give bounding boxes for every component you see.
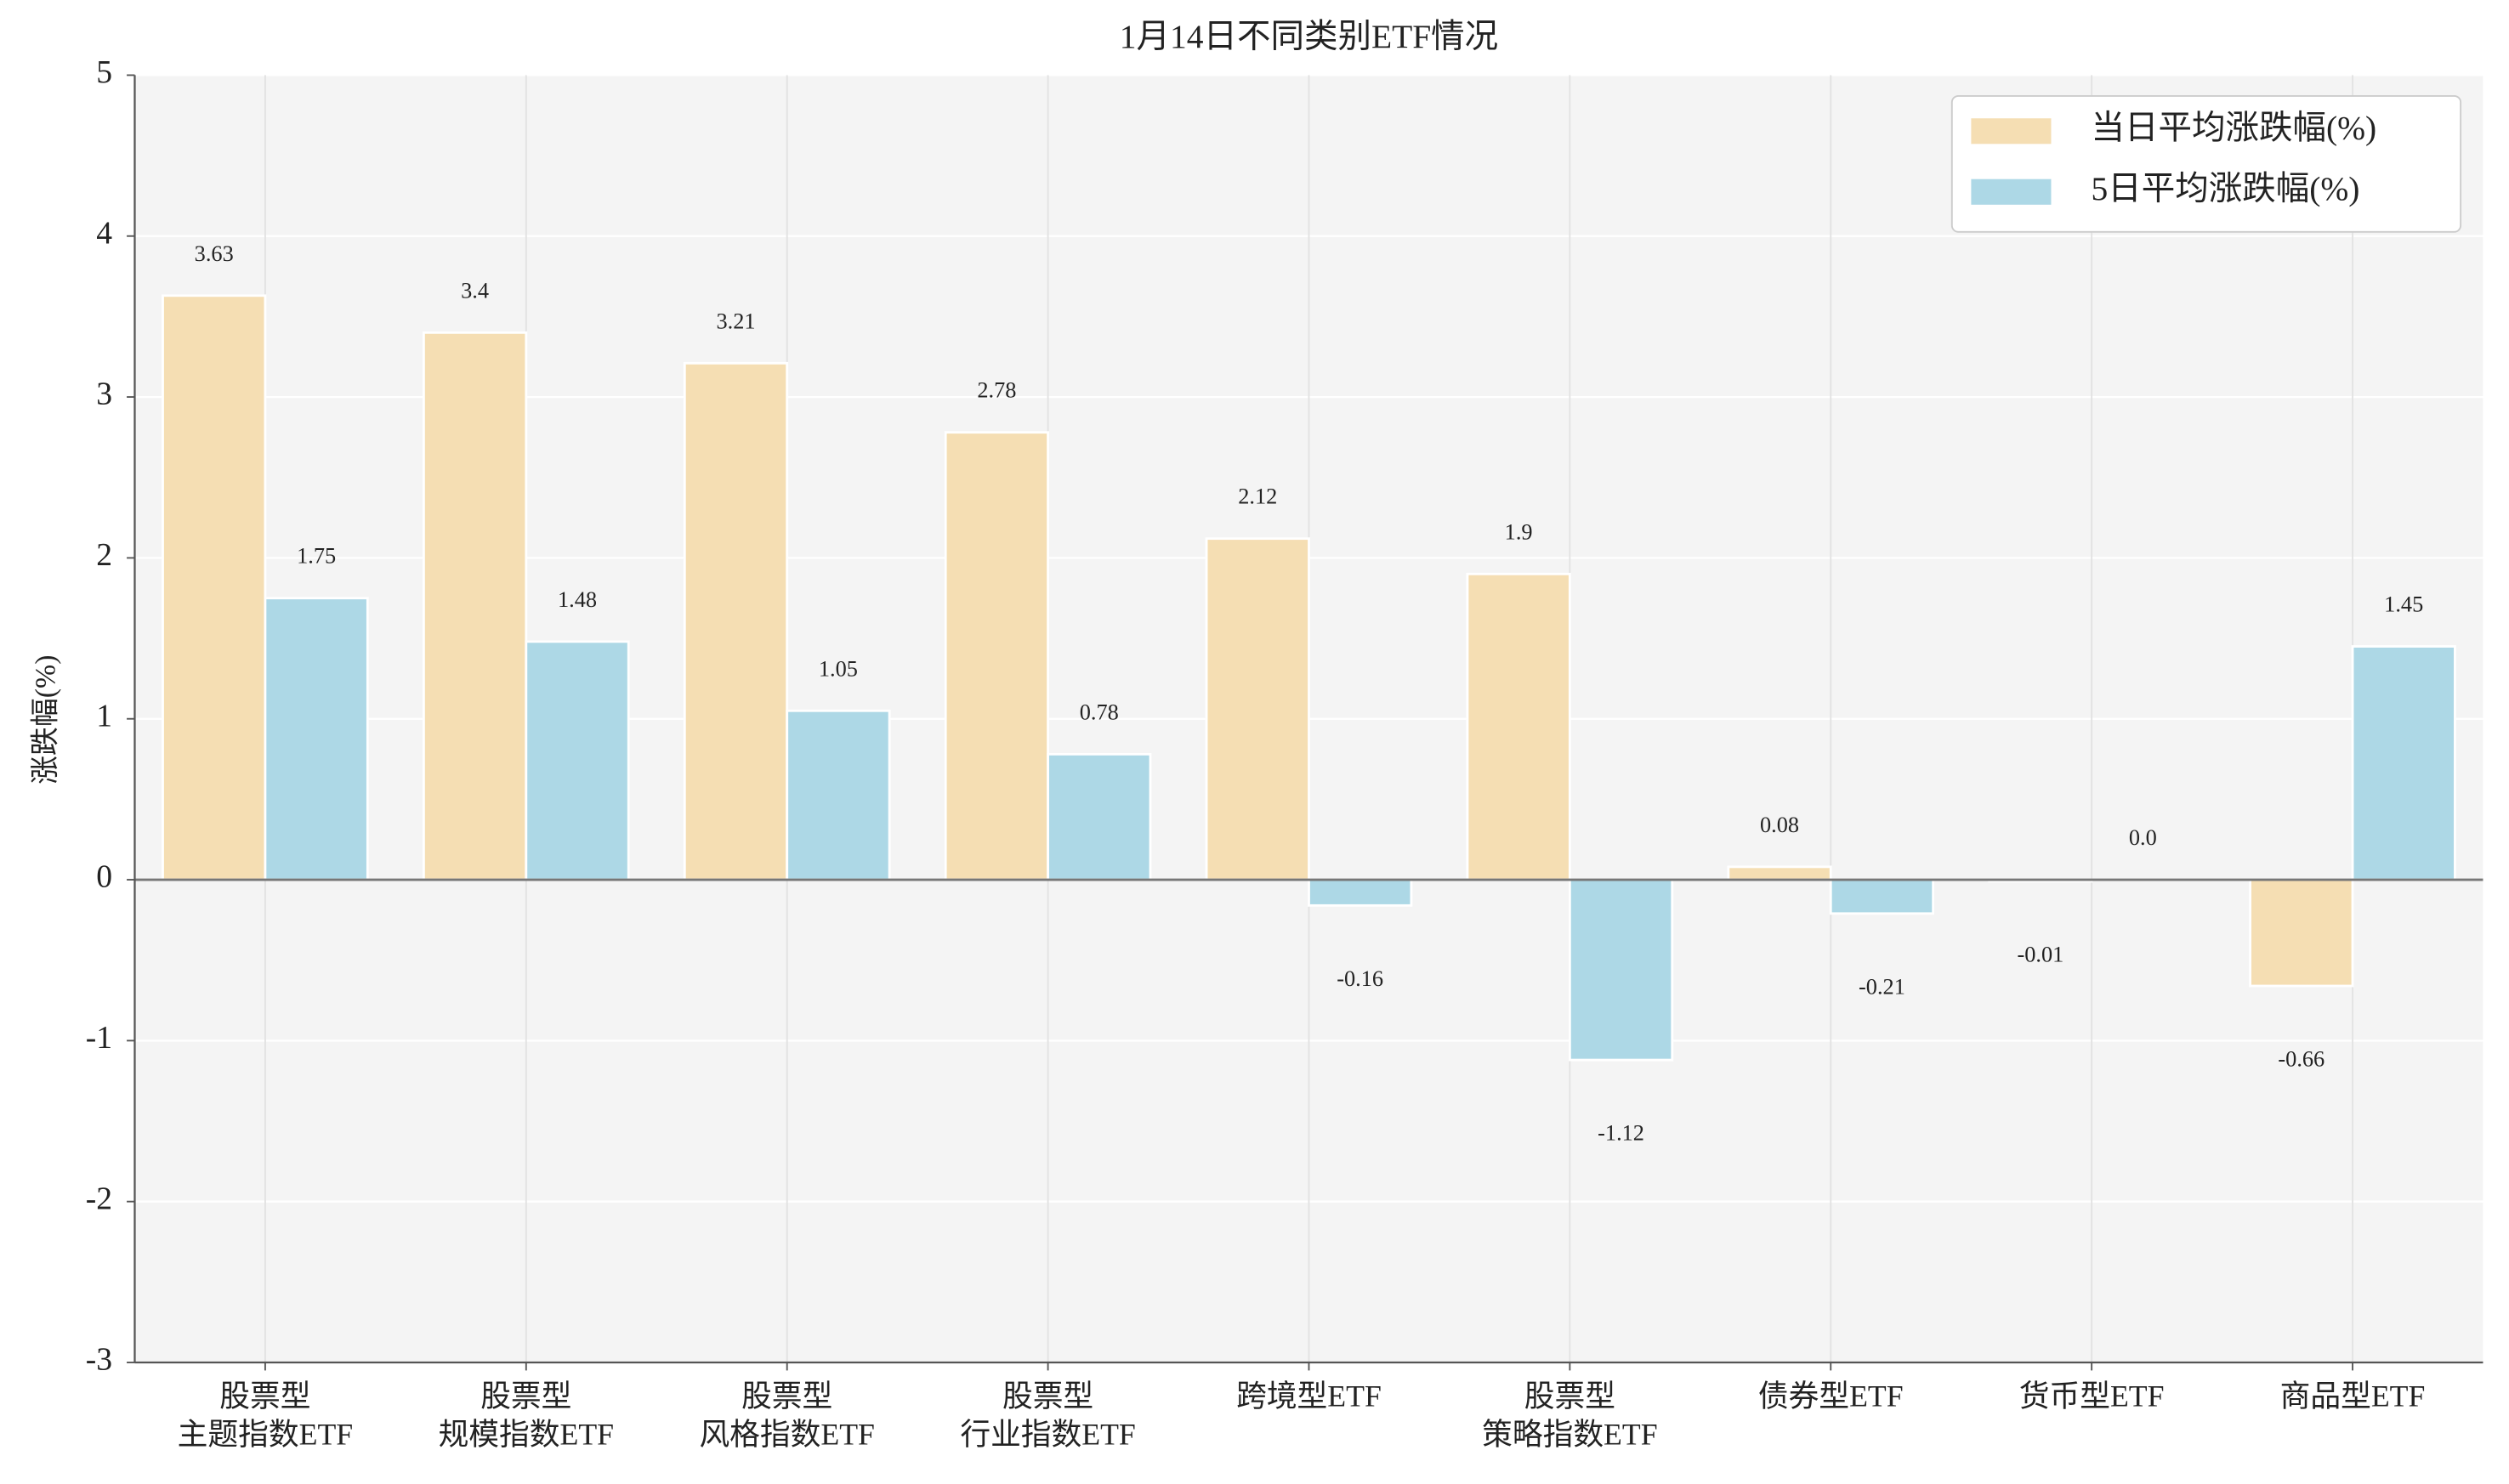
- y-tick-label: 0: [96, 859, 112, 895]
- data-label: 0.78: [1080, 700, 1119, 724]
- chart-title: 1月14日不同类别ETF情况: [1120, 18, 1498, 55]
- y-tick-label: -3: [86, 1342, 112, 1378]
- bar: [422, 331, 528, 881]
- data-label: 1.9: [1505, 519, 1533, 544]
- data-label: 1.75: [297, 544, 336, 569]
- bar: [525, 640, 630, 881]
- y-tick-label: 4: [96, 215, 112, 251]
- x-tick-label: 货币型ETF: [2019, 1379, 2165, 1413]
- data-label: 2.12: [1238, 484, 1277, 509]
- data-label: 3.4: [461, 278, 489, 303]
- legend: 当日平均涨跌幅(%) 5日平均涨跌幅(%): [1950, 94, 2462, 233]
- bar: [1047, 752, 1152, 881]
- data-label: 2.78: [977, 378, 1016, 403]
- data-label: -0.66: [2278, 1046, 2325, 1071]
- y-axis-label: 涨跌幅(%): [30, 654, 62, 784]
- bar: [786, 709, 891, 881]
- x-tick-label: 股票型风格指数ETF: [699, 1379, 874, 1451]
- data-label: -1.12: [1598, 1121, 1644, 1146]
- data-label: 1.48: [558, 587, 597, 612]
- legend-box: [1950, 94, 2462, 233]
- bar: [1308, 878, 1413, 907]
- x-tick-label: 债券型ETF: [1758, 1379, 1904, 1413]
- y-tick-label: 2: [96, 537, 112, 573]
- x-tick-label: 股票型行业指数ETF: [960, 1379, 1135, 1451]
- bar: [1727, 865, 1832, 881]
- bar: [683, 361, 789, 881]
- x-tick-label: 股票型策略指数ETF: [1482, 1379, 1657, 1451]
- y-tick-label: 3: [96, 377, 112, 412]
- data-label: -0.01: [2018, 942, 2064, 966]
- x-tick-label: 跨境型ETF: [1236, 1379, 1382, 1413]
- bar: [2249, 878, 2354, 988]
- bar: [2351, 645, 2456, 881]
- data-label: 0.0: [2129, 825, 2157, 850]
- bar: [1829, 878, 1935, 915]
- data-label: 1.45: [2384, 592, 2423, 617]
- y-tick-label: -1: [86, 1020, 112, 1056]
- data-label: -0.16: [1337, 966, 1383, 991]
- bar: [1205, 537, 1310, 881]
- y-tick-label: 1: [96, 698, 112, 734]
- data-label: -0.21: [1859, 974, 1905, 999]
- y-tick-label: 5: [96, 54, 112, 90]
- x-tick-label: 商品型ETF: [2280, 1379, 2426, 1413]
- legend-label: 5日平均涨跌幅(%): [2092, 170, 2360, 207]
- data-label: 0.08: [1760, 813, 1799, 837]
- legend-swatch: [1971, 118, 2052, 144]
- x-tick-label: 股票型主题指数ETF: [178, 1379, 353, 1451]
- x-tick-label: 股票型规模指数ETF: [439, 1379, 614, 1451]
- legend-label: 当日平均涨跌幅(%): [2092, 109, 2377, 146]
- bar: [264, 597, 369, 881]
- bar: [944, 431, 1049, 881]
- legend-swatch: [1971, 178, 2052, 205]
- data-label: 1.05: [819, 656, 858, 681]
- bar: [1568, 878, 1674, 1062]
- data-label: 3.21: [716, 309, 755, 333]
- bar: [1466, 572, 1571, 881]
- bar: [162, 294, 267, 881]
- y-tick-label: -2: [86, 1181, 112, 1216]
- data-label: 3.63: [195, 241, 234, 266]
